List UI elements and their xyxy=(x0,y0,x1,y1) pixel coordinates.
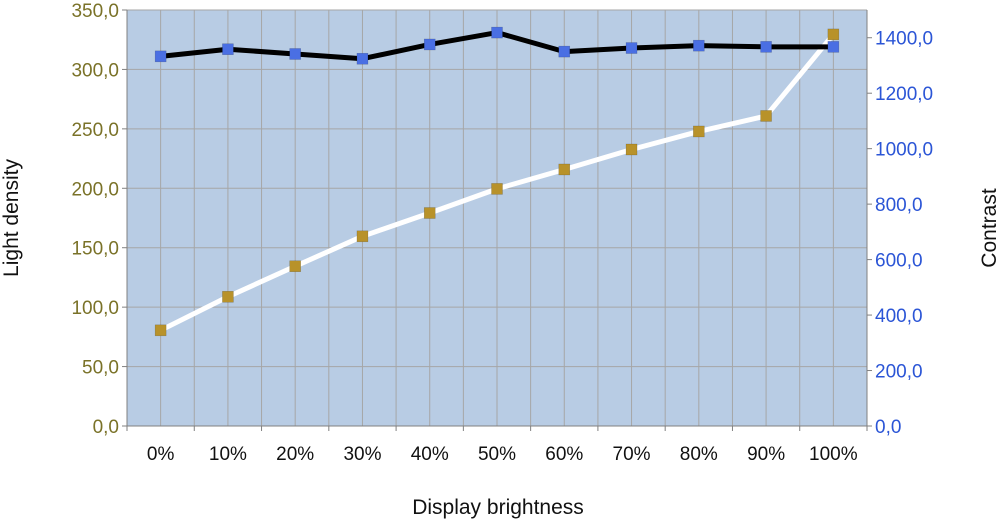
right-tick-label: 1200,0 xyxy=(875,84,933,105)
light-density-data-point xyxy=(491,26,503,39)
right-tick-label: 600,0 xyxy=(875,251,923,272)
left-tick-label: 250,0 xyxy=(71,120,119,141)
right-tick-label: 1400,0 xyxy=(875,29,933,50)
contrast-data-point xyxy=(827,28,840,41)
light-density-data-point xyxy=(760,41,772,53)
contrast-data-point xyxy=(760,110,772,122)
left-tick-label: 300,0 xyxy=(71,60,119,81)
x-tick-label: 100% xyxy=(809,444,858,465)
x-tick-label: 40% xyxy=(411,444,449,465)
light-density-data-point xyxy=(289,48,301,60)
left-tick-label: 200,0 xyxy=(71,179,119,200)
contrast-data-point xyxy=(289,260,301,273)
left-tick-label: 100,0 xyxy=(71,298,119,319)
left-tick-label: 0,0 xyxy=(93,417,119,438)
left-axis-title: Light density xyxy=(0,159,23,277)
light-density-data-point xyxy=(693,39,705,52)
contrast-data-point xyxy=(625,143,638,156)
left-tick-label: 150,0 xyxy=(71,239,119,260)
light-density-data-point xyxy=(558,45,571,58)
contrast-data-point xyxy=(693,125,705,138)
light-density-data-point xyxy=(356,52,369,65)
light-density-data-point xyxy=(222,43,234,55)
x-tick-label: 20% xyxy=(276,444,314,465)
axes xyxy=(122,9,872,431)
light-density-data-point xyxy=(154,50,167,63)
light-density-data-point xyxy=(625,42,638,54)
contrast-data-point xyxy=(356,230,369,243)
right-tick-label: 1000,0 xyxy=(875,140,933,161)
left-tick-label: 350,0 xyxy=(71,1,119,22)
left-tick-label: 50,0 xyxy=(82,358,119,379)
right-tick-label: 0,0 xyxy=(875,417,901,438)
contrast-data-point xyxy=(491,183,503,195)
x-tick-label: 80% xyxy=(680,444,718,465)
contrast-data-point xyxy=(222,291,234,303)
contrast-data-point xyxy=(154,324,167,337)
right-tick-label: 200,0 xyxy=(875,362,923,383)
x-tick-label: 10% xyxy=(209,444,247,465)
series xyxy=(154,26,840,337)
x-tick-label: 0% xyxy=(147,444,175,465)
light-density-data-point xyxy=(423,38,436,51)
x-tick-label: 70% xyxy=(613,444,651,465)
right-tick-label: 800,0 xyxy=(875,195,923,216)
x-tick-label: 50% xyxy=(478,444,516,465)
tick-labels: 0,0 50,0 100,0 150,0 200,0 250,0 300,0 350,0 0,0… xyxy=(71,1,933,465)
right-axis-title: Contrast xyxy=(978,188,1000,268)
x-tick-label: 60% xyxy=(545,444,583,465)
contrast-data-point xyxy=(423,207,436,219)
x-axis-title: Display brightness xyxy=(412,496,584,519)
x-tick-label: 30% xyxy=(343,444,381,465)
light-density-data-point xyxy=(827,41,840,53)
right-tick-label: 400,0 xyxy=(875,306,923,327)
x-tick-label: 90% xyxy=(747,444,785,465)
contrast-data-point xyxy=(558,163,571,176)
